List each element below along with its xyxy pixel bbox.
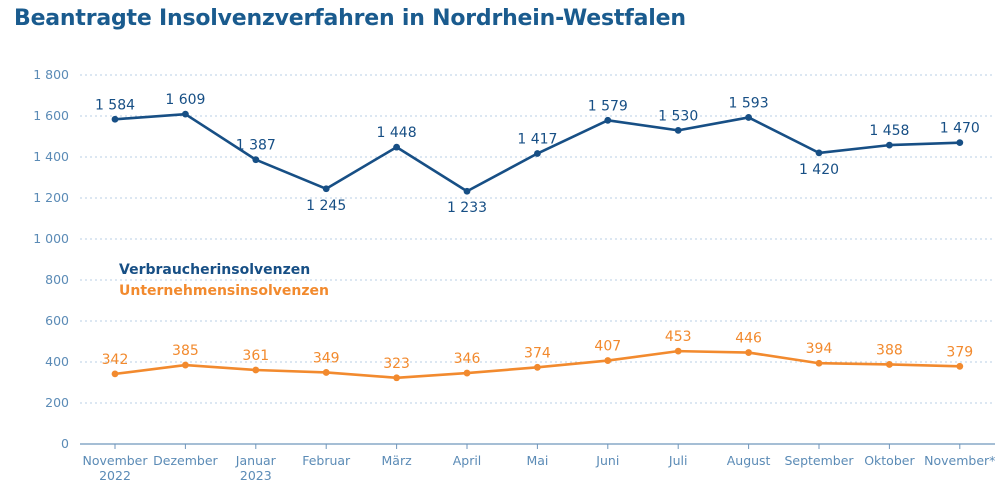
data-point <box>956 362 964 370</box>
data-label: 388 <box>876 342 903 358</box>
data-label: 1 245 <box>306 198 346 214</box>
data-label: 1 420 <box>799 162 839 178</box>
data-point <box>815 149 823 157</box>
data-point <box>745 349 752 356</box>
y-tick-label: 1 400 <box>33 149 69 164</box>
data-label: 1 458 <box>869 123 909 139</box>
data-point <box>815 359 823 367</box>
data-label: 1 417 <box>517 132 557 148</box>
data-label: 453 <box>665 329 692 345</box>
y-tick-label: 1 600 <box>33 108 69 123</box>
legend-entry: Unternehmensinsolvenzen <box>119 283 329 299</box>
data-label: 394 <box>806 341 833 357</box>
data-label: 346 <box>454 351 481 367</box>
x-tick-label: 2023 <box>240 468 272 483</box>
data-point <box>111 370 119 378</box>
data-point <box>393 374 400 382</box>
x-tick-label: Januar <box>235 453 277 468</box>
x-tick-label: Juli <box>668 453 688 468</box>
data-point <box>886 361 893 368</box>
x-tick-label: Oktober <box>864 453 915 468</box>
y-tick-label: 200 <box>45 395 69 410</box>
x-tick-label: November* <box>924 453 995 468</box>
data-point <box>252 156 260 164</box>
data-point <box>604 116 612 124</box>
y-tick-label: 1 000 <box>33 231 69 246</box>
data-label: 1 233 <box>447 200 487 216</box>
page-title: Beantragte Insolvenzverfahren in Nordrhe… <box>14 6 686 31</box>
x-tick-label: Dezember <box>153 453 218 468</box>
x-tick-label: Juni <box>595 453 619 468</box>
data-label: 1 584 <box>95 97 135 113</box>
data-point <box>745 114 752 121</box>
y-tick-label: 400 <box>45 354 69 369</box>
data-point <box>604 357 612 364</box>
x-tick-label: April <box>453 453 482 468</box>
y-tick-label: 800 <box>45 272 69 287</box>
x-tick-label: März <box>382 453 413 468</box>
y-tick-label: 1 800 <box>33 67 69 82</box>
data-label: 1 609 <box>165 92 205 108</box>
data-point <box>322 185 330 193</box>
data-point <box>956 139 964 147</box>
data-label: 374 <box>524 345 551 361</box>
data-point <box>534 150 541 157</box>
data-point <box>393 143 400 151</box>
y-tick-label: 1 200 <box>33 190 69 205</box>
data-point <box>463 369 471 377</box>
data-label: 342 <box>102 352 129 368</box>
y-axis-tick-labels: 0 200 400 600 800 1 000 1 200 1 400 1 600 1 800 <box>33 67 69 451</box>
x-tick-label: November <box>82 453 148 468</box>
data-label: 361 <box>242 348 269 364</box>
data-label: 1 387 <box>236 138 276 154</box>
legend: Verbraucherinsolvenzen Unternehmensinsolv… <box>119 262 329 299</box>
series-lines <box>111 110 964 382</box>
x-tick-label: 2022 <box>99 468 131 483</box>
data-label: 323 <box>383 356 410 372</box>
data-point <box>111 115 119 123</box>
data-label: 379 <box>946 344 973 360</box>
data-label: 1 530 <box>658 108 698 124</box>
data-point <box>463 187 471 195</box>
legend-entry: Verbraucherinsolvenzen <box>119 262 310 278</box>
data-label: 385 <box>172 343 199 359</box>
data-point <box>674 347 682 355</box>
data-label: 1 579 <box>588 98 628 114</box>
data-point <box>886 141 893 149</box>
data-point <box>322 369 330 376</box>
x-tick-label: Februar <box>302 453 351 468</box>
x-tick-label: Mai <box>526 453 548 468</box>
x-tick-label: September <box>784 453 854 468</box>
data-label: 1 593 <box>729 95 769 111</box>
data-label: 446 <box>735 331 762 347</box>
data-point <box>534 363 541 371</box>
y-tick-label: 600 <box>45 313 69 328</box>
y-tick-label: 0 <box>61 436 69 451</box>
data-labels: 1 584 1 609 1 387 1 245 1 448 1 233 1 417 1 579… <box>95 92 980 372</box>
data-point <box>182 361 189 369</box>
data-label: 349 <box>313 350 340 366</box>
data-point <box>674 126 682 134</box>
data-point <box>182 110 189 118</box>
data-point <box>252 366 260 374</box>
data-label: 1 470 <box>940 121 980 137</box>
x-tick-label: August <box>727 453 771 468</box>
data-label: 1 448 <box>377 125 417 141</box>
data-label: 407 <box>594 339 621 355</box>
